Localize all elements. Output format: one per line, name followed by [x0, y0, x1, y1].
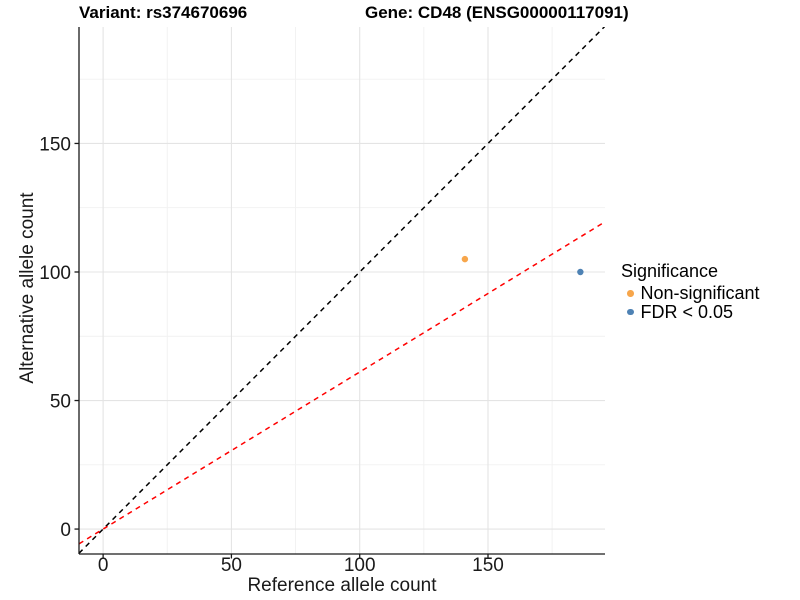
legend-swatch-dot-icon	[627, 290, 634, 297]
y-tick-label: 50	[50, 392, 71, 413]
y-tick-label: 150	[39, 134, 71, 155]
x-tick-label: 0	[98, 555, 109, 576]
expected-ratio-line	[79, 221, 605, 545]
y-tick-label: 100	[39, 263, 71, 284]
x-axis-title: Reference allele count	[247, 575, 437, 596]
legend-item-label: Non-significant	[640, 283, 760, 304]
legend-item: FDR < 0.05	[621, 303, 760, 322]
data-point	[461, 255, 469, 263]
data-point	[577, 268, 584, 276]
identity-line	[79, 27, 605, 554]
x-tick-label: 50	[221, 555, 242, 576]
legend-swatch-dot-icon	[627, 308, 634, 315]
y-tick-label: 0	[60, 520, 71, 541]
grid-major	[79, 27, 605, 554]
plot-title-gene: Gene: CD48 (ENSG00000117091)	[365, 3, 629, 22]
legend-title: Significance	[621, 261, 719, 281]
x-tick-label: 150	[472, 555, 504, 576]
x-tick-label: 100	[344, 555, 376, 576]
legend-items: Non-significant FDR < 0.05	[621, 284, 760, 321]
legend-item: Non-significant	[621, 284, 760, 303]
legend: Significance Non-significant FDR < 0.05	[621, 262, 760, 321]
legend-item-label: FDR < 0.05	[640, 301, 734, 322]
grid-minor	[79, 27, 605, 554]
plot-title-variant: Variant: rs374670696	[79, 3, 248, 22]
y-axis-title: Alternative allele count	[17, 192, 38, 384]
